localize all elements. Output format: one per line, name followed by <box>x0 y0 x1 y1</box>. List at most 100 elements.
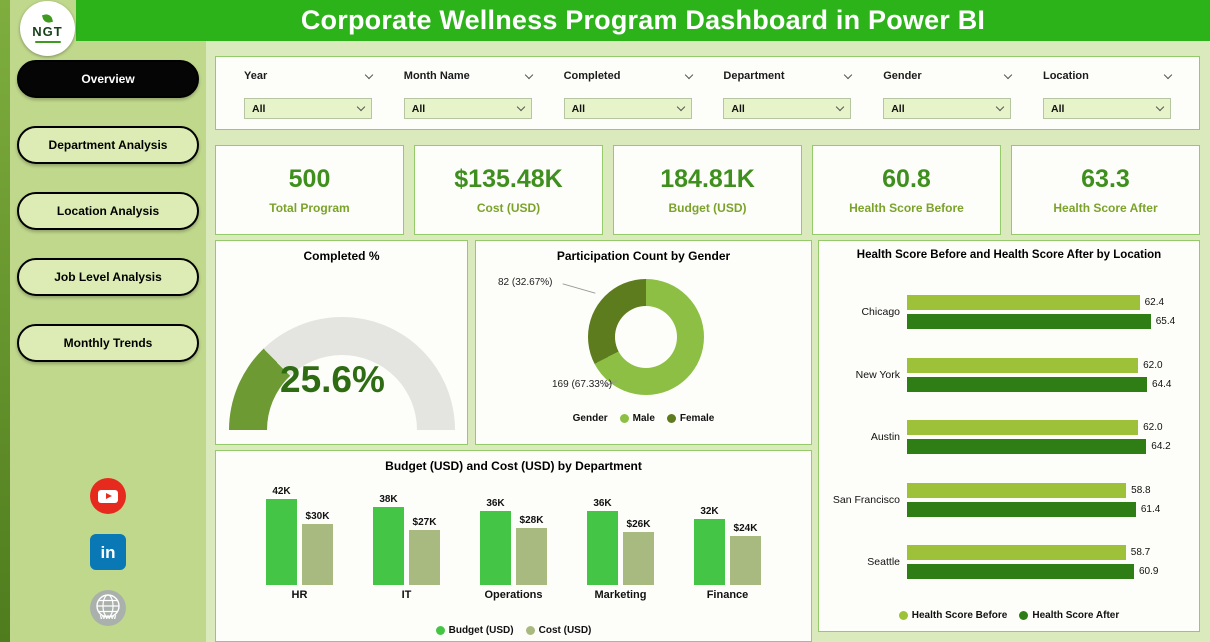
category-label: New York <box>855 368 900 381</box>
column-group-bars: 36K $26K <box>587 481 654 585</box>
hbar-chart: Chicago 62.4 65.4 New York 62.0 64.4 Austin 62.… <box>827 295 1187 579</box>
chevron-down-icon[interactable] <box>524 70 534 79</box>
sidebar-item-job-level-analysis[interactable]: Job Level Analysis <box>17 258 199 296</box>
sidebar-item-location-analysis[interactable]: Location Analysis <box>17 192 199 230</box>
hbar-bar[interactable] <box>907 501 1136 517</box>
hbar-bar[interactable] <box>907 564 1134 579</box>
legend-dot <box>1019 611 1029 620</box>
legend-dot <box>619 414 629 423</box>
chevron-down-icon[interactable] <box>364 70 374 79</box>
hbar-bar[interactable] <box>907 439 1147 454</box>
filter-location-header[interactable]: Location <box>1042 68 1173 84</box>
kpi-label: Health Score After <box>1053 201 1158 215</box>
social-links: in www <box>10 478 206 626</box>
hbar-bar[interactable] <box>907 314 1151 329</box>
column-group-bars: 32K $24K <box>694 481 761 585</box>
legend-item-budget: Budget (USD) <box>435 625 514 636</box>
column-bar[interactable] <box>266 499 297 585</box>
category-label: Finance <box>706 589 749 601</box>
sidebar-item-overview[interactable]: Overview <box>17 60 199 98</box>
column-bar[interactable] <box>694 519 725 585</box>
filter-month-name-header[interactable]: Month Name <box>404 68 534 84</box>
category-label: HR <box>291 589 308 601</box>
column-bar[interactable] <box>623 532 654 585</box>
chevron-down-icon[interactable] <box>844 70 853 79</box>
filter-gender-dropdown[interactable]: All <box>883 98 1012 119</box>
filter-month-name-dropdown[interactable]: All <box>403 98 532 119</box>
column-bar[interactable] <box>373 507 404 585</box>
column-bar[interactable] <box>516 528 547 585</box>
filter-year-header[interactable]: Year <box>244 68 374 84</box>
filter-location-dropdown[interactable]: All <box>1042 98 1171 119</box>
column-group-bars: 38K $27K <box>373 481 440 585</box>
bar-value-label: $27K <box>412 517 437 528</box>
legend-dot <box>435 626 445 635</box>
column-bar[interactable] <box>302 524 333 585</box>
globe-grid <box>96 594 120 618</box>
chevron-down-icon[interactable] <box>1003 70 1013 79</box>
bar-value-label: 58.7 <box>1130 547 1151 558</box>
sidebar-item-department-analysis[interactable]: Department Analysis <box>17 126 199 164</box>
logo-leaf-icon <box>41 12 54 25</box>
filter-completed-dropdown[interactable]: All <box>563 98 692 119</box>
chart-title: Health Score Before and Health Score Aft… <box>856 249 1162 261</box>
filter-department-header[interactable]: Department <box>723 68 853 84</box>
chevron-down-icon[interactable] <box>995 102 1005 112</box>
column-group: 32K $24K Finance <box>686 481 770 601</box>
hbar-group: San Francisco 58.8 61.4 <box>827 482 1187 517</box>
website-globe-icon[interactable]: www <box>90 590 126 626</box>
bar-value-label: 38K <box>379 494 398 505</box>
donut-legend: Gender Male Female <box>476 413 811 424</box>
column-barwrap: 42K <box>266 486 297 585</box>
hbar-group-bars: 58.8 61.4 <box>907 482 1187 517</box>
chevron-down-icon[interactable] <box>516 102 526 112</box>
hbar-group: Seattle 58.7 60.9 <box>827 545 1187 579</box>
logo-underline <box>34 41 61 43</box>
filter-gender-header[interactable]: Gender <box>883 68 1013 84</box>
filter-label: Location <box>1042 70 1089 82</box>
hbar-bar[interactable] <box>907 376 1148 392</box>
kpi-value: 63.3 <box>1081 165 1130 193</box>
kpi-health-score-before: 60.8 Health Score Before <box>812 145 1001 235</box>
chevron-down-icon[interactable] <box>684 70 693 79</box>
chevron-down-icon[interactable] <box>836 102 845 112</box>
linkedin-icon[interactable]: in <box>90 534 126 570</box>
hbar-bar[interactable] <box>907 482 1127 498</box>
gauge-chart[interactable] <box>229 317 455 430</box>
bar-value-label: 62.0 <box>1143 359 1163 371</box>
legend-label: Male <box>632 413 655 424</box>
bar-value-label: 62.0 <box>1143 422 1163 433</box>
hbar-bar[interactable] <box>907 357 1139 373</box>
hbar-bar[interactable] <box>907 545 1126 560</box>
filter-department-dropdown[interactable]: All <box>723 98 852 119</box>
hbar-group-bars: 58.7 60.9 <box>907 545 1187 579</box>
donut-chart[interactable] <box>588 279 704 395</box>
youtube-icon[interactable] <box>90 478 126 514</box>
category-label: San Francisco <box>832 493 900 506</box>
sidebar-item-monthly-trends[interactable]: Monthly Trends <box>17 324 199 362</box>
column-bar[interactable] <box>730 536 761 585</box>
hbar-group: Chicago 62.4 65.4 <box>827 295 1187 329</box>
callout-line <box>562 283 596 294</box>
bar-value-label: $26K <box>626 519 651 530</box>
column-bar[interactable] <box>480 511 511 585</box>
column-bar[interactable] <box>587 511 618 585</box>
column-bar[interactable] <box>409 530 440 585</box>
hbar-group-bars: 62.4 65.4 <box>907 295 1187 329</box>
globe-glyph: www <box>99 614 117 621</box>
legend-label: Budget (USD) <box>448 625 514 636</box>
legend-item-before: Health Score Before <box>898 610 1007 621</box>
filter-year-dropdown[interactable]: All <box>244 98 372 119</box>
hbar-row: 58.7 <box>907 545 1187 560</box>
hbar-bar[interactable] <box>907 295 1140 310</box>
chart-title: Participation Count by Gender <box>556 249 731 263</box>
chevron-down-icon[interactable] <box>676 102 685 112</box>
kpi-budget-usd: 184.81K Budget (USD) <box>613 145 802 235</box>
column-barwrap: 32K <box>694 506 725 585</box>
chevron-down-icon[interactable] <box>356 102 366 112</box>
hbar-bar[interactable] <box>907 420 1139 435</box>
filter-completed-header[interactable]: Completed <box>564 68 693 84</box>
chevron-down-icon[interactable] <box>1163 70 1173 79</box>
filter-value: All <box>891 102 905 115</box>
chevron-down-icon[interactable] <box>1155 102 1165 112</box>
